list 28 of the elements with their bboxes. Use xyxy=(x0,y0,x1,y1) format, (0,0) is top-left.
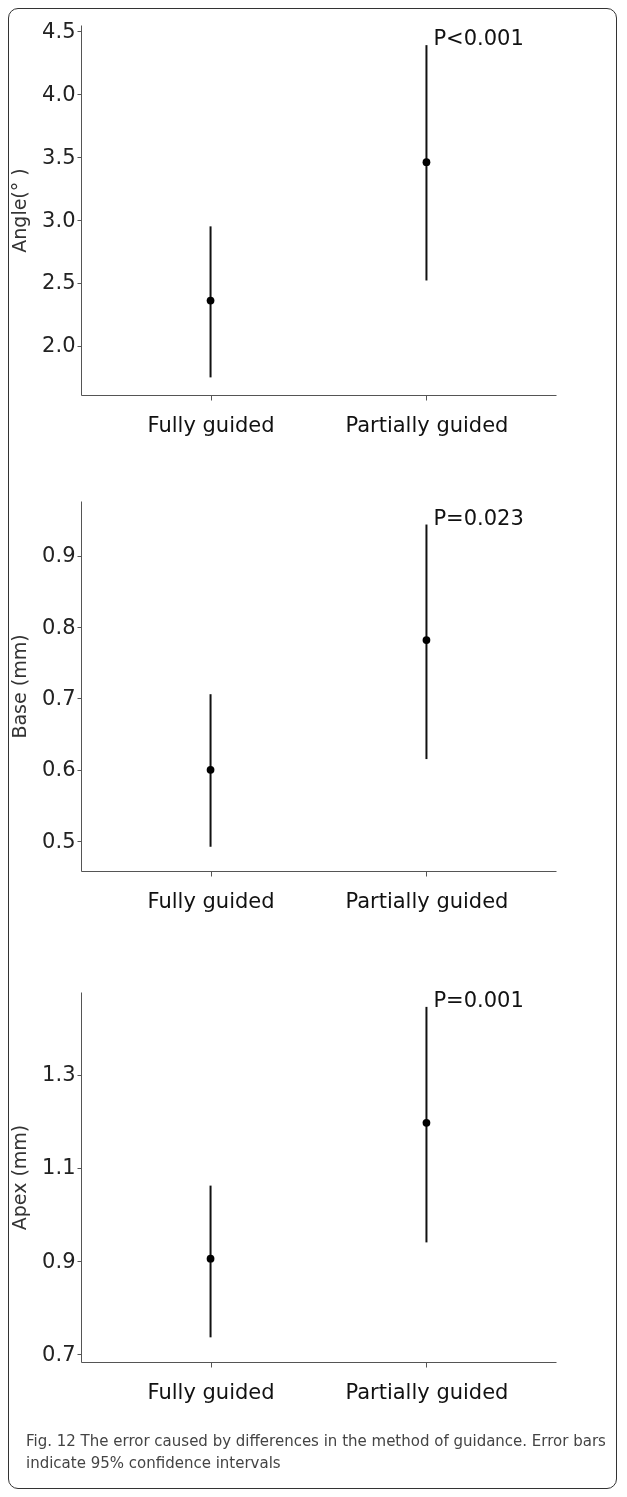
y-tick-label: 0.8 xyxy=(42,614,76,639)
y-axis-title: Apex (mm) xyxy=(8,1124,31,1231)
x-tick-label: Partially guided xyxy=(345,888,509,913)
y-tick-label: 0.5 xyxy=(42,828,76,853)
annotation: P=0.001 xyxy=(433,987,524,1012)
y-tick-label: 0.6 xyxy=(42,757,76,782)
caption: Fig. 12 The error caused by differences in the method of guidance. Error bars indicate 95% confidence intervals xyxy=(26,1431,607,1474)
y-tick-label: 3.5 xyxy=(42,144,76,169)
y-tick-label: 0.9 xyxy=(42,543,76,568)
x-tick-label: Partially guided xyxy=(345,412,509,437)
y-tick-label: 0.7 xyxy=(42,1341,76,1366)
y-tick-label: 4.0 xyxy=(42,81,76,106)
annotation: P<0.001 xyxy=(433,26,524,51)
y-tick-label: 2.5 xyxy=(42,270,76,295)
annotation: P=0.023 xyxy=(433,505,524,530)
y-tick-label: 4.5 xyxy=(42,18,76,43)
y-tick-label: 0.7 xyxy=(42,685,76,710)
y-tick-label: 1.1 xyxy=(42,1155,76,1180)
y-tick-label: 3.0 xyxy=(42,207,76,232)
x-tick-label: Partially guided xyxy=(345,1379,509,1404)
y-axis-title: Angle(° ) xyxy=(8,168,31,253)
y-axis-title: Base (mm) xyxy=(8,634,31,739)
y-tick-label: 1.3 xyxy=(42,1062,76,1087)
y-tick-label: 2.0 xyxy=(42,333,76,358)
x-tick-label: Fully guided xyxy=(147,888,275,913)
x-tick-label: Fully guided xyxy=(147,412,275,437)
y-tick-label: 0.9 xyxy=(42,1248,76,1273)
x-tick-label: Fully guided xyxy=(147,1379,275,1404)
